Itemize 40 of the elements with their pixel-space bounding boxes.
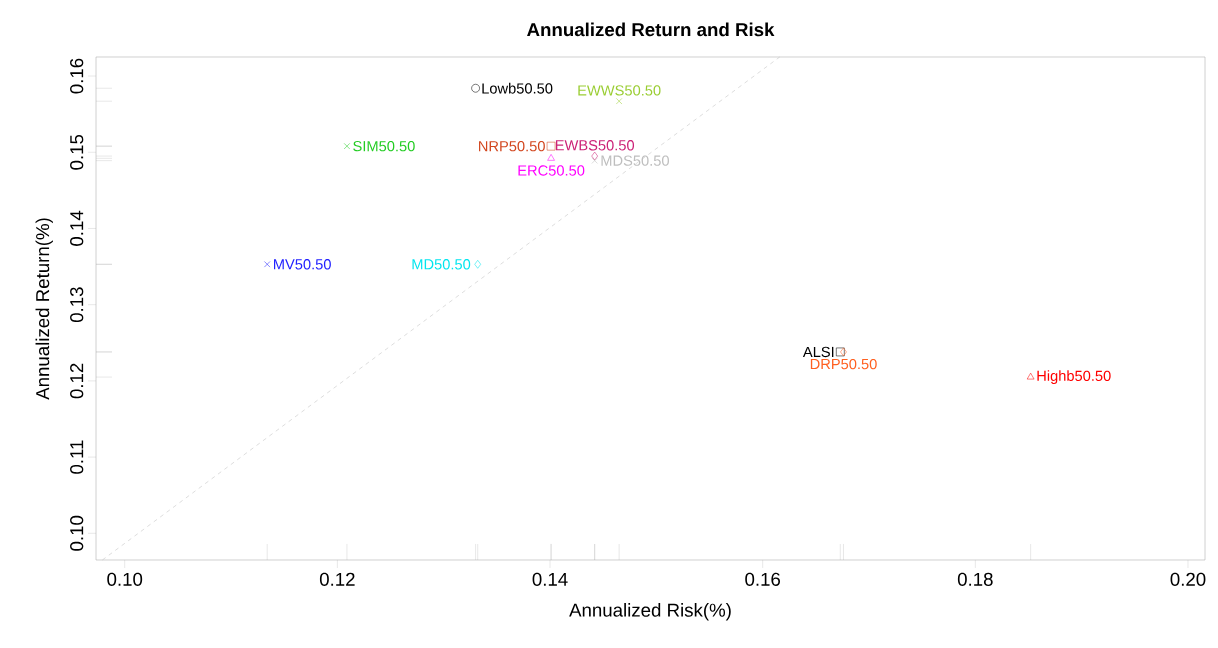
point [840,347,847,357]
x-tick-label: 0.12 [319,572,355,586]
x-tick-label: 0.18 [957,572,993,586]
y-tick-label: 0.11 [70,440,84,474]
point [836,347,845,357]
point [343,143,351,150]
y-tick-label: 0.16 [70,58,84,94]
x-axis-title: Annualized Risk(%) [569,603,731,621]
y-tick-label: 0.10 [70,515,84,551]
series-label: EWBS50.50 [555,140,635,151]
point [547,154,555,161]
point [591,157,598,164]
point [264,261,271,268]
series-label: MD50.50 [412,259,471,270]
series-label: EWWS50.50 [578,85,661,96]
point [471,83,480,93]
series-label: SIM50.50 [353,140,415,152]
series-label: ALSI [802,346,834,358]
x-tick-label: 0.14 [532,572,568,586]
y-tick-label: 0.14 [70,210,84,246]
y-tick-label: 0.15 [70,134,84,170]
series-label: NRP50.50 [479,140,545,152]
chart-title: Annualized Return and Risk [527,22,775,37]
point [474,260,481,269]
point [546,141,556,151]
x-tick-label: 0.16 [745,572,781,586]
y-axis-title: Annualized Return(%) [35,218,53,400]
series-label: DRP50.50 [810,358,877,370]
series-label: MV50.50 [274,259,331,270]
x-tick-label: 0.10 [107,572,143,586]
point [591,151,598,161]
point [1026,372,1035,380]
x-tick-label: 0.20 [1170,572,1206,586]
series-label: Highb50.50 [1037,370,1111,384]
point [616,98,623,105]
series-label: ERC50.50 [518,165,585,176]
series-label: Lowb50.50 [482,82,553,94]
y-tick-label: 0.12 [70,363,84,399]
series-label: MDS50.50 [601,155,669,166]
y-tick-label: 0.13 [70,287,84,323]
